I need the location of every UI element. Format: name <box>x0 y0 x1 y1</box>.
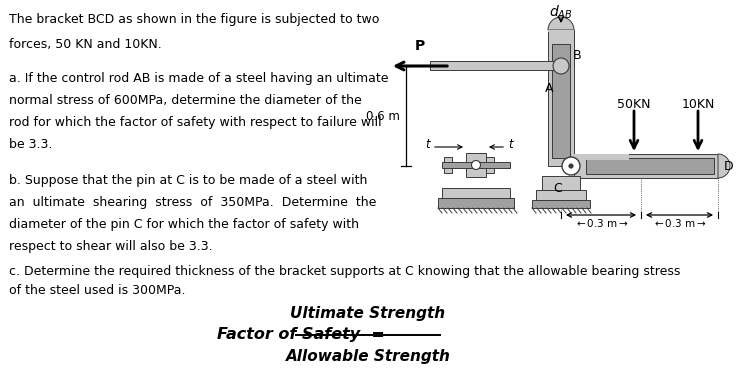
Circle shape <box>569 164 573 168</box>
Text: 50KN: 50KN <box>618 98 651 111</box>
Text: B: B <box>573 49 581 62</box>
Circle shape <box>472 161 481 169</box>
Text: A: A <box>545 82 553 95</box>
Text: diameter of the pin C for which the factor of safety with: diameter of the pin C for which the fact… <box>9 218 359 231</box>
Bar <box>574 154 629 160</box>
Text: normal stress of 600MPa, determine the diameter of the: normal stress of 600MPa, determine the d… <box>9 94 361 107</box>
Text: $\leftarrow$0.3 m$\rightarrow$: $\leftarrow$0.3 m$\rightarrow$ <box>573 217 629 229</box>
Text: P: P <box>415 39 425 53</box>
Bar <box>548 30 574 32</box>
Circle shape <box>553 58 569 74</box>
Bar <box>536 190 586 200</box>
Text: t: t <box>425 138 430 152</box>
Text: 0.6 m: 0.6 m <box>366 110 400 122</box>
Wedge shape <box>718 154 730 178</box>
Text: c. Determine the required thickness of the bracket supports at C knowing that th: c. Determine the required thickness of t… <box>9 265 680 277</box>
Bar <box>438 198 514 208</box>
Bar <box>548 30 574 166</box>
Bar <box>542 176 580 190</box>
Text: D: D <box>724 160 734 172</box>
Text: an  ultimate  shearing  stress  of  350MPa.  Determine  the: an ultimate shearing stress of 350MPa. D… <box>9 196 376 209</box>
Bar <box>486 157 494 173</box>
Text: rod for which the factor of safety with respect to failure will: rod for which the factor of safety with … <box>9 116 381 129</box>
Text: $\leftarrow$0.3 m$\rightarrow$: $\leftarrow$0.3 m$\rightarrow$ <box>652 217 707 229</box>
Text: b. Suppose that the pin at C is to be made of a steel with: b. Suppose that the pin at C is to be ma… <box>9 174 367 187</box>
Bar <box>552 44 570 158</box>
Text: Factor of Safety  =: Factor of Safety = <box>217 327 385 342</box>
Text: $d_{AB}$: $d_{AB}$ <box>549 4 573 22</box>
Text: be 3.3.: be 3.3. <box>9 138 52 150</box>
Wedge shape <box>548 17 574 30</box>
Text: of the steel used is 300MPa.: of the steel used is 300MPa. <box>9 284 185 297</box>
Text: a. If the control rod AB is made of a steel having an ultimate: a. If the control rod AB is made of a st… <box>9 72 389 85</box>
Bar <box>430 61 561 70</box>
Bar <box>444 157 452 173</box>
Text: Allowable Strength: Allowable Strength <box>286 349 450 364</box>
Bar <box>442 162 510 168</box>
Bar <box>574 154 718 178</box>
Text: C: C <box>553 182 562 195</box>
Text: t: t <box>508 138 513 152</box>
Bar <box>586 158 714 174</box>
Text: 10KN: 10KN <box>682 98 715 111</box>
Bar <box>532 200 590 208</box>
Circle shape <box>562 157 580 175</box>
Text: Ultimate Strength: Ultimate Strength <box>291 305 445 321</box>
Text: The bracket BCD as shown in the figure is subjected to two: The bracket BCD as shown in the figure i… <box>9 13 379 26</box>
Bar <box>442 188 510 198</box>
Text: forces, 50 KN and 10KN.: forces, 50 KN and 10KN. <box>9 38 162 51</box>
Text: respect to shear will also be 3.3.: respect to shear will also be 3.3. <box>9 240 213 253</box>
Bar <box>466 153 486 177</box>
